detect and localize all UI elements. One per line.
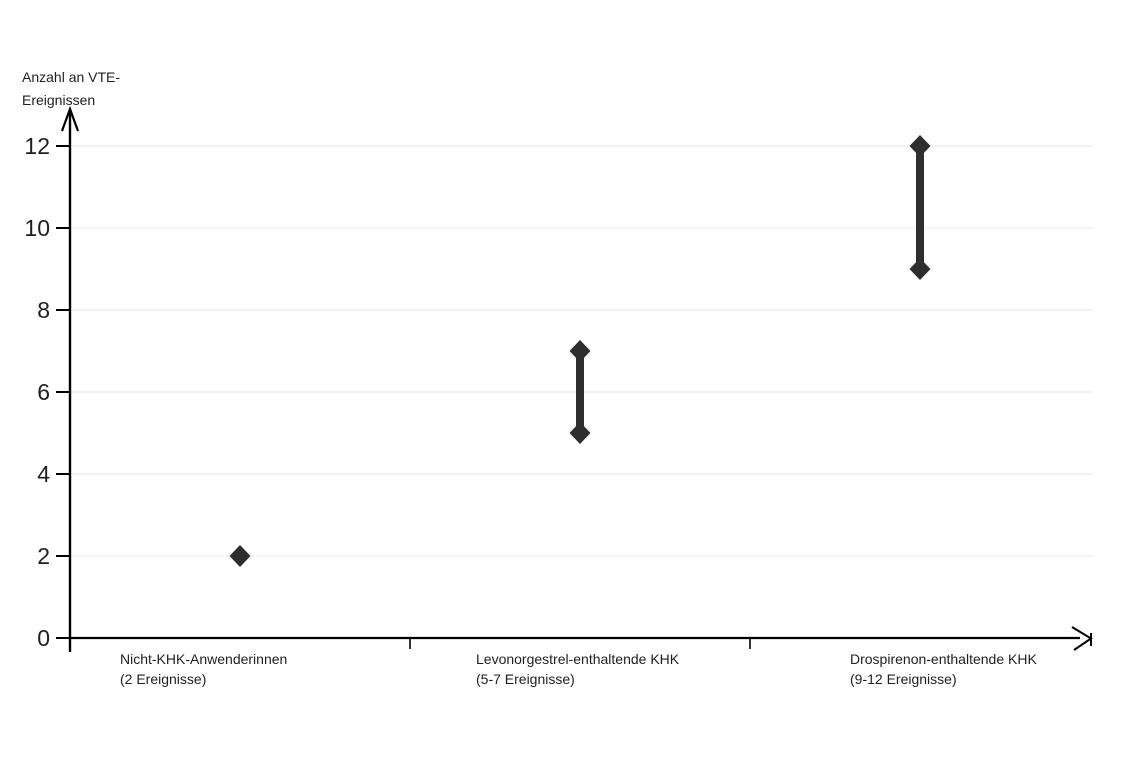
category-label-text: Levonorgestrel-enthaltende KHK: [476, 651, 680, 667]
y-tick-label: 12: [24, 133, 50, 159]
y-tick-label: 4: [37, 461, 50, 487]
y-axis-arrowhead: [60, 105, 80, 132]
category-sublabel-text: (2 Ereignisse): [120, 671, 207, 687]
y-tick-label: 0: [37, 625, 50, 651]
category-label-text: Nicht-KHK-Anwenderinnen: [120, 651, 288, 667]
y-axis-title: Anzahl an VTE- Ereignissen: [22, 66, 120, 112]
category-sublabel-text: (5-7 Ereignisse): [476, 671, 575, 687]
marker-diamond: [909, 258, 931, 280]
marker-diamond: [569, 422, 591, 444]
y-tick-label: 10: [24, 215, 50, 241]
y-axis-title-line2: Ereignissen: [22, 92, 96, 108]
y-tick-label: 8: [37, 297, 50, 323]
y-tick-label: 6: [37, 379, 50, 405]
category-label-nicht-khk: Nicht-KHK-Anwenderinnen (2 Ereignisse): [120, 649, 287, 689]
marker-diamond: [909, 135, 931, 157]
category-sublabel-text: (9-12 Ereignisse): [850, 671, 957, 687]
marker-diamond: [229, 545, 251, 567]
category-label-text: Drospirenon-enthaltende KHK: [850, 651, 1037, 667]
category-label-drospirenon: Drospirenon-enthaltende KHK (9-12 Ereign…: [850, 649, 1037, 689]
category-label-levonorgestrel: Levonorgestrel-enthaltende KHK (5-7 Erei…: [476, 649, 679, 689]
y-axis-title-line1: Anzahl an VTE-: [22, 69, 121, 85]
y-tick-label: 2: [37, 543, 50, 569]
marker-diamond: [569, 340, 591, 362]
